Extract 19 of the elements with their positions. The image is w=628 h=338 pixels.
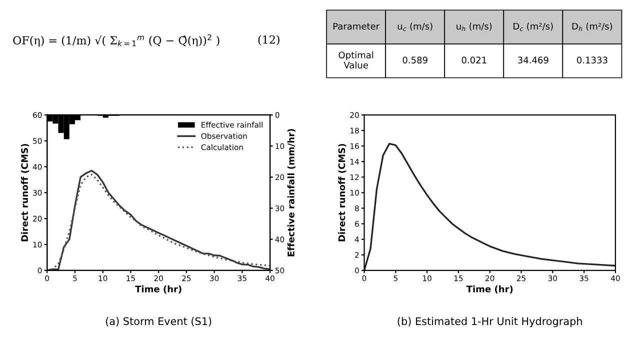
category-label: Parameter [333, 22, 380, 30]
category-label: D$_{c}$ (m²/s) [514, 22, 553, 32]
text: Optimal Value [338, 51, 374, 69]
text: (a) Storm Event (S1) [106, 317, 212, 326]
text: (b) Estimated 1-Hr Unit Hydrograph [398, 317, 582, 328]
text: 0.1333 [577, 56, 608, 64]
text: 0.021 [462, 56, 486, 64]
y-axis-title: Direct runoff (CMS) [21, 144, 30, 242]
text: (12) [258, 35, 280, 46]
category-label: u$_{c}$ (m/s) [398, 22, 432, 32]
category-label: u$_{h}$ (m/s) [456, 22, 492, 31]
category-label: D$_{h}$ (m²/s) [572, 22, 612, 31]
x-axis-title: Time (hr) [466, 285, 513, 294]
text: 0.589 [402, 56, 428, 64]
y-axis-title: Direct runoff (CMS) [338, 144, 346, 242]
x-axis-title: Time (hr) [135, 285, 182, 294]
text: 34.469 [518, 56, 548, 64]
text: OF(η) = (1/m) √( Σ$_{k=1}$$^{m}$ (Q − Q̂(η))$^{2}$ ) [13, 34, 220, 47]
y2-axis-title: Effective rainfall (mm/hr) [287, 129, 296, 256]
